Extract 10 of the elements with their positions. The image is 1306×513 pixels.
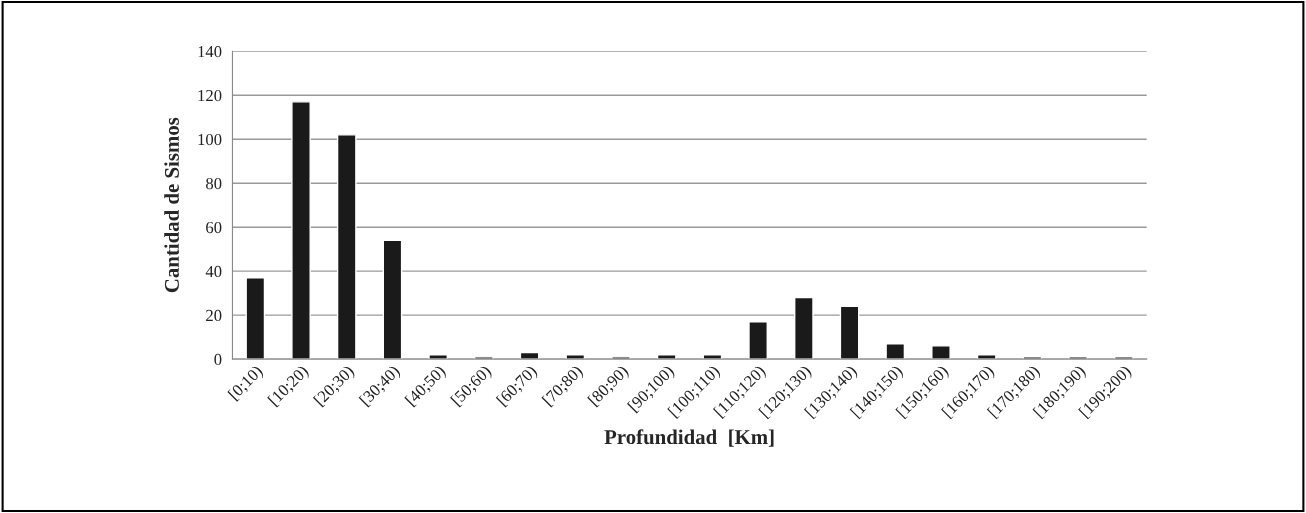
x-axis-title: Profundidad [Km] xyxy=(604,429,774,447)
y-tick-label: 20 xyxy=(206,309,222,322)
y-tick-label: 60 xyxy=(206,221,222,234)
y-tick-label: 40 xyxy=(205,265,222,278)
y-tick-label: 140 xyxy=(198,46,222,58)
y-tick-label: 0 xyxy=(214,353,222,366)
y-axis-title: Cantidad de Sismos xyxy=(164,117,179,293)
y-tick-label: 100 xyxy=(198,133,222,146)
y-tick-label: 80 xyxy=(206,177,222,190)
y-tick-label: 120 xyxy=(198,89,222,102)
